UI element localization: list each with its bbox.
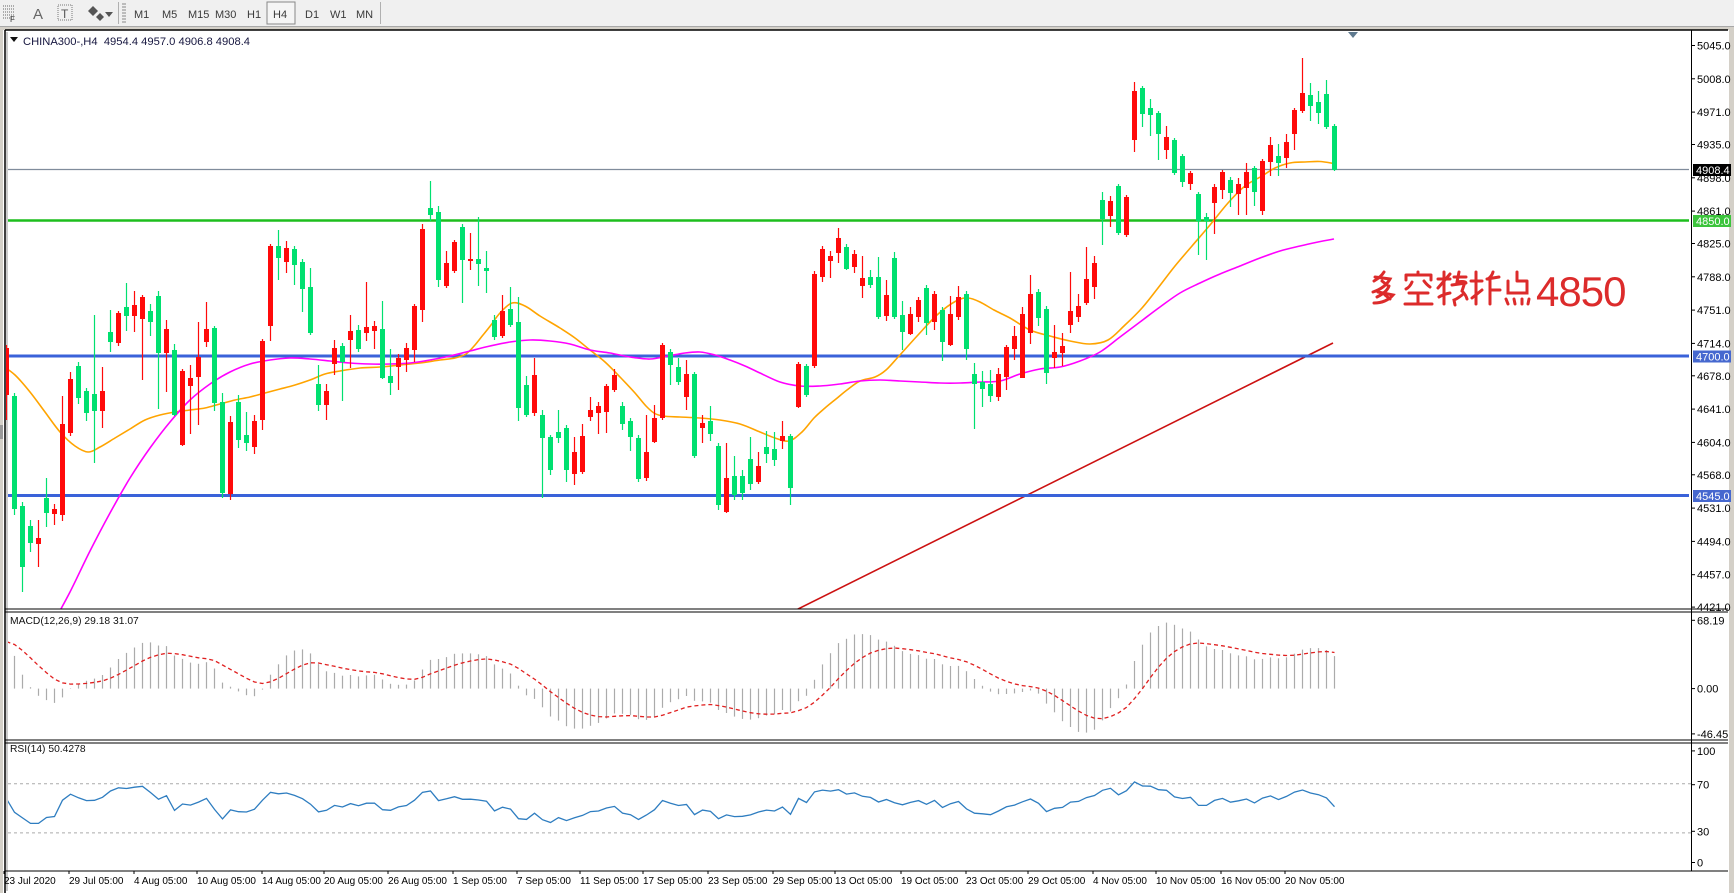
svg-text:23 Oct 05:00: 23 Oct 05:00 — [966, 876, 1024, 887]
svg-text:4714.0: 4714.0 — [1697, 338, 1731, 350]
svg-text:0: 0 — [1697, 858, 1703, 870]
svg-text:4641.0: 4641.0 — [1697, 404, 1731, 416]
svg-text:16 Nov 05:00: 16 Nov 05:00 — [1221, 876, 1281, 887]
svg-text:13 Oct 05:00: 13 Oct 05:00 — [835, 876, 893, 887]
svg-text:CHINA300-,H4 4954.4 4957.0 49: CHINA300-,H4 4954.4 4957.0 4906.8 4908.4 — [23, 36, 250, 48]
svg-text:MACD(12,26,9) 29.18 31.07: MACD(12,26,9) 29.18 31.07 — [10, 616, 139, 627]
svg-text:19 Oct 05:00: 19 Oct 05:00 — [901, 876, 959, 887]
svg-text:M5: M5 — [162, 9, 177, 21]
svg-text:29 Jul 05:00: 29 Jul 05:00 — [69, 876, 124, 887]
svg-text:4568.0: 4568.0 — [1697, 470, 1731, 482]
svg-text:14 Aug 05:00: 14 Aug 05:00 — [262, 876, 321, 887]
svg-text:4 Aug 05:00: 4 Aug 05:00 — [134, 876, 188, 887]
svg-text:D1: D1 — [305, 9, 319, 21]
svg-text:T: T — [61, 7, 69, 21]
svg-text:4935.0: 4935.0 — [1697, 140, 1731, 152]
svg-text:4700.0: 4700.0 — [1696, 352, 1730, 364]
svg-text:4971.0: 4971.0 — [1697, 107, 1731, 119]
svg-text:M30: M30 — [215, 9, 236, 21]
svg-text:20 Aug 05:00: 20 Aug 05:00 — [324, 876, 383, 887]
svg-text:26 Aug 05:00: 26 Aug 05:00 — [388, 876, 447, 887]
svg-text:4494.0: 4494.0 — [1697, 536, 1731, 548]
svg-text:RSI(14) 50.4278: RSI(14) 50.4278 — [10, 744, 86, 755]
svg-text:23 Sep 05:00: 23 Sep 05:00 — [708, 876, 768, 887]
svg-text:29 Oct 05:00: 29 Oct 05:00 — [1028, 876, 1086, 887]
svg-text:M1: M1 — [134, 9, 149, 21]
svg-text:M15: M15 — [188, 9, 209, 21]
svg-text:-46.45: -46.45 — [1697, 729, 1728, 741]
svg-text:4 Nov 05:00: 4 Nov 05:00 — [1093, 876, 1147, 887]
svg-text:10 Aug 05:00: 10 Aug 05:00 — [197, 876, 256, 887]
svg-text:20 Nov 05:00: 20 Nov 05:00 — [1285, 876, 1345, 887]
svg-text:30: 30 — [1697, 826, 1709, 838]
svg-text:4908.4: 4908.4 — [1696, 165, 1730, 177]
svg-text:70: 70 — [1697, 780, 1709, 792]
svg-text:4825.0: 4825.0 — [1697, 239, 1731, 251]
svg-text:68.19: 68.19 — [1697, 615, 1725, 627]
svg-text:4531.0: 4531.0 — [1697, 503, 1731, 515]
svg-text:W1: W1 — [330, 9, 347, 21]
svg-text:10 Nov 05:00: 10 Nov 05:00 — [1156, 876, 1216, 887]
svg-text:F: F — [10, 15, 15, 24]
svg-text:4751.0: 4751.0 — [1697, 305, 1731, 317]
svg-text:1 Sep 05:00: 1 Sep 05:00 — [453, 876, 507, 887]
svg-text:4678.0: 4678.0 — [1697, 371, 1731, 383]
svg-text:29 Sep 05:00: 29 Sep 05:00 — [773, 876, 833, 887]
svg-text:5008.0: 5008.0 — [1697, 74, 1731, 86]
svg-text:11 Sep 05:00: 11 Sep 05:00 — [580, 876, 639, 887]
svg-text:100: 100 — [1697, 746, 1715, 758]
svg-text:17 Sep 05:00: 17 Sep 05:00 — [643, 876, 703, 887]
svg-text:0.00: 0.00 — [1697, 684, 1718, 696]
svg-text:4850.0: 4850.0 — [1696, 216, 1730, 228]
svg-text:A: A — [33, 6, 43, 23]
svg-text:4421.0: 4421.0 — [1697, 602, 1731, 614]
svg-text:4545.0: 4545.0 — [1696, 491, 1730, 503]
svg-text:4604.0: 4604.0 — [1697, 437, 1731, 449]
svg-text:MN: MN — [356, 9, 373, 21]
svg-text:5045.0: 5045.0 — [1697, 41, 1731, 53]
svg-text:4850: 4850 — [1536, 268, 1625, 315]
svg-text:4457.0: 4457.0 — [1697, 570, 1731, 582]
svg-text:H4: H4 — [273, 9, 287, 21]
svg-text:H1: H1 — [247, 9, 261, 21]
svg-text:23 Jul 2020: 23 Jul 2020 — [4, 876, 56, 887]
svg-text:7 Sep 05:00: 7 Sep 05:00 — [517, 876, 571, 887]
svg-text:4788.0: 4788.0 — [1697, 272, 1731, 284]
